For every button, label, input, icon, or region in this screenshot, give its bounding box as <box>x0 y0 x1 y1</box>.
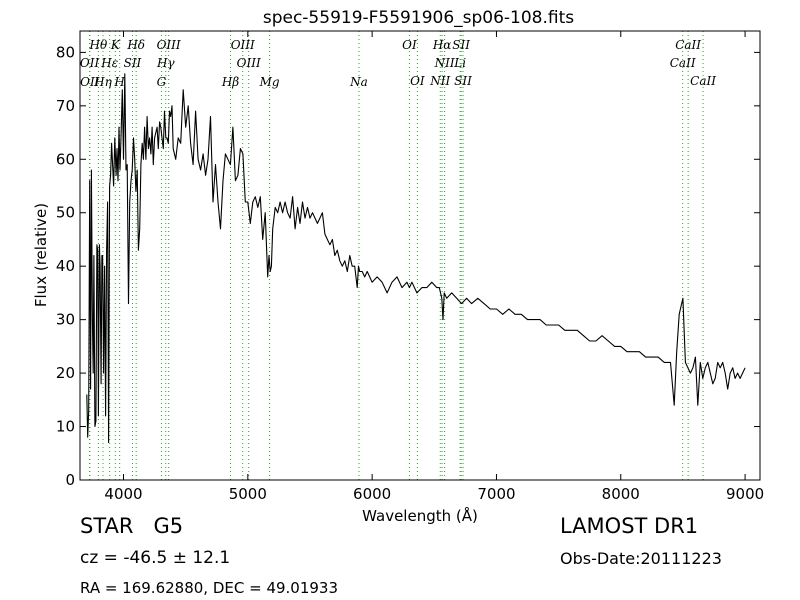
spectral-line-label: Li <box>453 56 466 70</box>
chart-title: spec-55919-F5591906_sp06-108.fits <box>263 8 574 28</box>
spectral-line-label: K <box>110 38 121 52</box>
axis-ticks: 4000 5000 6000 7000 8000 9000 0 10 20 30 40 50 60 70 8… <box>56 31 764 503</box>
object-class: STAR G5 <box>80 514 184 538</box>
spectral-line-label: SII <box>124 56 142 70</box>
x-tick-label: 6000 <box>353 485 391 503</box>
spectral-line-label: CaII <box>675 38 701 52</box>
x-tick-label: 7000 <box>477 485 515 503</box>
y-tick-label: 0 <box>65 471 75 489</box>
spectral-line-label: OII <box>80 75 100 89</box>
y-tick-label: 40 <box>56 257 75 275</box>
plot-frame <box>79 30 761 481</box>
spectral-line-label: CaII <box>690 74 716 88</box>
x-tick-label: 5000 <box>229 485 267 503</box>
spectral-line-label: H <box>113 75 125 89</box>
spectral-line-label: Hη <box>93 75 112 89</box>
spectral-line-label: Hε <box>100 56 118 70</box>
spectral-line-label: Hα <box>432 38 452 52</box>
y-tick-label: 70 <box>56 97 75 115</box>
spectral-line-label: SII <box>454 74 472 88</box>
spectral-line-label: NII <box>434 56 455 70</box>
x-tick-label: 9000 <box>726 485 764 503</box>
spectral-line-label: Hθ <box>89 38 108 52</box>
spectral-line-markers <box>89 31 704 480</box>
spectral-line-label: Hδ <box>126 38 145 52</box>
spectral-line-label: Hβ <box>221 75 239 89</box>
y-tick-label: 20 <box>56 364 75 382</box>
spectral-line-label: CaII <box>670 56 696 70</box>
spectral-line-label: OI <box>410 74 425 88</box>
redshift-cz: cz = -46.5 ± 12.1 <box>80 548 231 568</box>
spectral-line-label: NII <box>429 74 450 88</box>
spectral-line-label: Na <box>349 75 368 89</box>
coordinates: RA = 169.62880, DEC = 49.01933 <box>80 579 339 597</box>
spectral-line-label: OIII <box>237 56 261 70</box>
y-axis-label: Flux (relative) <box>32 203 50 307</box>
flux-series-line <box>86 73 746 444</box>
x-axis-label: Wavelength (Å) <box>362 506 478 525</box>
spectral-line-label: OIII <box>231 38 255 52</box>
spectral-line-label: Hγ <box>156 56 175 70</box>
survey-name: LAMOST DR1 <box>560 514 699 538</box>
y-tick-label: 50 <box>56 204 75 222</box>
y-tick-label: 60 <box>56 150 75 168</box>
x-tick-label: 4000 <box>104 485 142 503</box>
observation-date: Obs-Date:20111223 <box>560 549 722 568</box>
y-tick-label: 80 <box>56 43 75 61</box>
y-tick-label: 10 <box>56 418 75 436</box>
spectral-line-label: Mg <box>259 75 280 89</box>
x-tick-label: 8000 <box>602 485 640 503</box>
spectral-line-label: OI <box>402 38 417 52</box>
spectral-line-label: G <box>157 75 167 89</box>
spectral-line-label: OIII <box>157 38 181 52</box>
spectral-line-label: SII <box>452 38 470 52</box>
y-tick-label: 30 <box>56 311 75 329</box>
spectral-line-label: OII <box>80 56 100 70</box>
